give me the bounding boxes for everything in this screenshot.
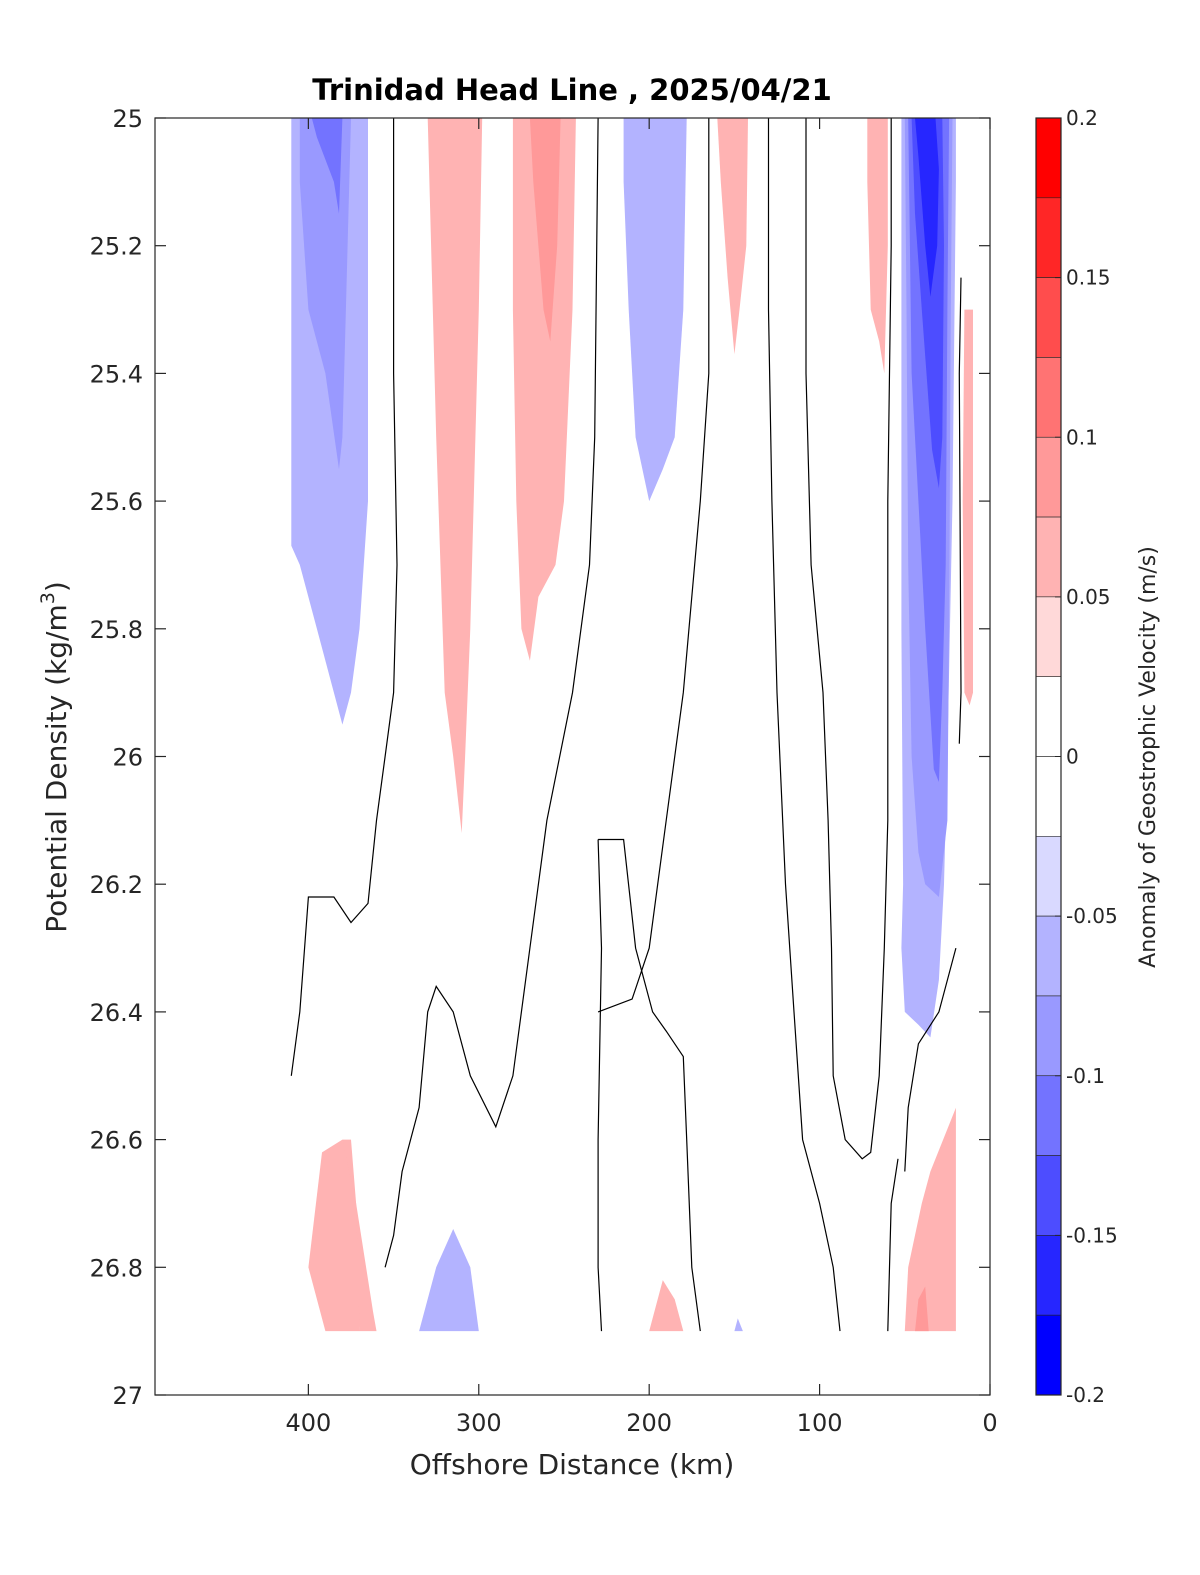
y-tick-label: 25.4	[90, 360, 143, 388]
zero-contour-line-10	[958, 277, 962, 744]
contour-region-pos-65	[867, 118, 888, 374]
y-tick-label: 26.8	[90, 1254, 143, 1282]
colorbar-swatch	[1035, 197, 1062, 278]
contour-region-neg-150-deep	[734, 1318, 743, 1332]
y-tick-label: 25.8	[90, 616, 143, 644]
colorbar-swatch	[1035, 1314, 1062, 1396]
contour-fill-layer	[291, 118, 973, 1332]
contour-region-pos-185-deep	[649, 1280, 684, 1332]
contour-region-pos-380-deep-b	[308, 1139, 360, 1332]
zero-contour-line-5	[597, 839, 603, 1332]
colorbar-tick-label: -0.15	[1066, 1223, 1118, 1247]
zero-contour-line-8	[904, 947, 957, 1172]
x-axis-title: Offshore Distance (km)	[410, 1448, 735, 1481]
x-axis: 400 300 200 100 0	[285, 118, 998, 1437]
contour-region-pos-260-core	[529, 118, 561, 342]
colorbar-tick-label: 0.2	[1066, 106, 1098, 130]
colorbar-tick-label: 0.1	[1066, 425, 1098, 449]
zero-contour-line-2	[384, 117, 599, 1268]
colorbar-swatch	[1035, 1235, 1062, 1316]
contour-region-pos-coast-deep-core	[915, 1286, 929, 1332]
y-tick-label: 25.6	[90, 488, 143, 516]
zero-contour-line-1	[290, 118, 398, 1076]
y-tick-label: 25	[112, 105, 143, 133]
colorbar: 0.2 0.15 0.1 0.05 0 -0.05 -0.1 -0.15 -0.2	[1035, 106, 1118, 1407]
colorbar-tick-label: 0.15	[1066, 266, 1111, 290]
colorbar-title: Anomaly of Geostrophic Velocity (m/s)	[1136, 546, 1161, 968]
zero-contour-line-7	[805, 118, 892, 1160]
x-tick-label: 100	[797, 1409, 843, 1437]
colorbar-tick-label: 0	[1066, 745, 1079, 769]
colorbar-tick-label: -0.05	[1066, 904, 1118, 928]
zero-contour-line-4	[598, 838, 701, 1332]
colorbar-swatch	[1035, 596, 1062, 677]
zero-contour-line-9	[887, 1158, 899, 1332]
y-tick-label: 26	[112, 744, 143, 772]
contour-region-neg-200-outer	[623, 118, 687, 502]
zero-contour-layer	[290, 117, 962, 1332]
y-axis: 25 25.2 25.4 25.6 25.8 26 26.2 26.4 26.6 26.8 27	[90, 105, 990, 1410]
contour-region-pos-150	[717, 118, 748, 355]
colorbar-tick-label: -0.2	[1066, 1383, 1105, 1407]
x-tick-label: 0	[982, 1409, 997, 1437]
y-tick-label: 26.2	[90, 871, 143, 899]
colorbar-swatch	[1035, 836, 1062, 917]
contour-region-neg-coast-l5	[915, 118, 939, 297]
colorbar-swatch	[1035, 516, 1062, 598]
y-tick-label: 26.6	[90, 1127, 143, 1155]
zero-contour-line-3	[597, 118, 710, 1013]
x-tick-label: 200	[626, 1409, 672, 1437]
zero-contour-line-6	[767, 118, 841, 1332]
contour-region-pos-260-outer	[512, 118, 576, 661]
chart-title: Trinidad Head Line , 2025/04/21	[312, 73, 832, 107]
contour-region-pos-coast-strip	[962, 309, 973, 706]
colorbar-swatch	[1035, 1155, 1062, 1236]
colorbar-tick-label: 0.05	[1066, 585, 1111, 609]
contour-region-pos-300-outer	[427, 118, 483, 834]
colorbar-tick-label: -0.1	[1066, 1064, 1105, 1088]
colorbar-swatch	[1035, 676, 1062, 757]
y-axis-title-text: Potential Density (kg/m	[40, 604, 73, 933]
x-tick-label: 300	[456, 1409, 502, 1437]
y-tick-label: 25.2	[90, 233, 143, 261]
colorbar-swatch	[1035, 915, 1062, 997]
colorbar-swatch	[1035, 436, 1062, 518]
y-tick-label: 26.4	[90, 999, 143, 1027]
y-tick-label: 27	[112, 1382, 143, 1410]
contour-region-neg-400-core	[308, 118, 343, 214]
colorbar-swatch	[1035, 756, 1062, 837]
contour-region-neg-310-deep	[419, 1229, 479, 1332]
colorbar-swatch	[1035, 995, 1062, 1077]
colorbar-swatch	[1035, 117, 1062, 199]
colorbar-swatch	[1035, 1075, 1062, 1156]
colorbar-swatch	[1035, 277, 1062, 358]
colorbar-swatch	[1035, 357, 1062, 438]
x-tick-label: 400	[285, 1409, 331, 1437]
y-axis-title-superscript: 3	[37, 592, 59, 604]
y-axis-title-close: )	[40, 581, 73, 592]
y-axis-title: Potential Density (kg/m3)	[37, 581, 73, 933]
contour-region-pos-coast-deep	[904, 1107, 956, 1332]
